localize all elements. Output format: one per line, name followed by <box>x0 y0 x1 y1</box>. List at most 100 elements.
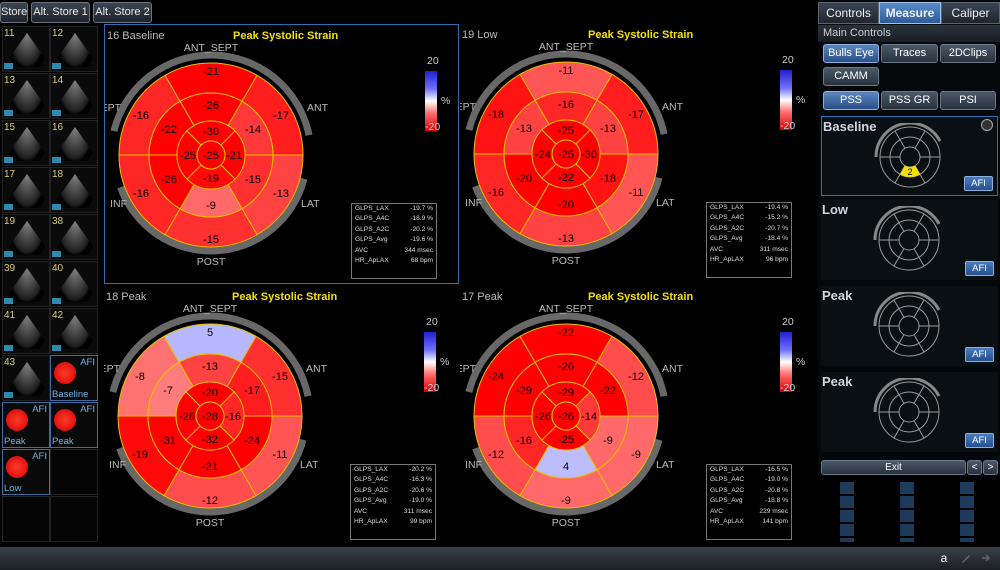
stat-name: AVC <box>354 507 368 515</box>
segment-value: 4 <box>563 461 569 473</box>
alt-store-2-tab[interactable]: Alt. Store 2 <box>93 2 152 23</box>
camm-button[interactable]: CAMM <box>823 67 879 86</box>
stat-value: -19.4 % <box>765 204 788 211</box>
thumbnail-tag <box>4 204 13 210</box>
stat-value: -20.2 % <box>410 225 433 233</box>
bulls-eye-plot: 5 -15 -11 -12 -19 -8 -13 -17 -24 -21 -31 -7 -20 -16 -3… <box>104 303 328 529</box>
thumbnail[interactable]: 14 <box>50 73 98 119</box>
bulls-eye-mini <box>54 409 76 431</box>
segment-value: -15 <box>245 174 261 186</box>
segment-value: -26 <box>558 361 574 373</box>
bulls-eye-thumbnail[interactable]: AFI Baseline <box>50 355 98 401</box>
psi-button[interactable]: PSI <box>940 91 996 110</box>
thumbnail[interactable]: 17 <box>2 167 50 213</box>
wall-label: INF <box>465 197 482 209</box>
stat-name: AVC <box>710 245 724 253</box>
segment-value: -18 <box>600 173 616 185</box>
bulls-eye-thumbnail[interactable]: AFI Peak <box>50 402 98 448</box>
stat-name: GLPS_A2C <box>710 486 745 494</box>
bulls-eye-button[interactable]: Bulls Eye <box>823 44 879 63</box>
tab-caliper[interactable]: Caliper <box>941 2 1000 24</box>
stat-value: 311 msec <box>403 507 432 515</box>
bulls-eye-plot: -21 -17 -13 -15 -16 -16 -26 -14 -15 -9 -26 -22 -30 -2… <box>105 42 329 268</box>
prev-button[interactable]: < <box>967 460 982 475</box>
thumbnail[interactable]: 40 <box>50 261 98 307</box>
tab-controls[interactable]: Controls <box>818 2 879 24</box>
segment-value: -24 <box>244 435 260 447</box>
stat-name: GLPS_A2C <box>354 486 389 494</box>
alt-store-1-tab[interactable]: Alt. Store 1 <box>31 2 90 23</box>
segment-value: -17 <box>273 110 289 122</box>
color-scale <box>780 332 792 392</box>
afi-button[interactable]: AFI <box>964 176 993 191</box>
stat-name: AVC <box>355 246 369 254</box>
stat-name: GLPS_LAX <box>710 204 744 211</box>
bulls-eye-panel[interactable]: 18 Peak Peak Systolic Strain 5 -15 -11 -12 -19… <box>104 286 459 546</box>
stats-row: GLPS_Avg -18.8 % <box>707 496 791 506</box>
bulls-eye-panel[interactable]: 19 Low Peak Systolic Strain -11 -17 -11 -13 -1… <box>460 24 815 284</box>
thumbnail[interactable]: 15 <box>2 120 50 166</box>
segment-value: -28 <box>202 411 218 423</box>
2dclips-button[interactable]: 2DClips <box>940 44 996 63</box>
segment-value: -25 <box>558 149 574 161</box>
settings-icon[interactable] <box>981 119 993 131</box>
thumbnail[interactable]: 42 <box>50 308 98 354</box>
empty-thumbnail <box>50 496 98 542</box>
bulls-eye-panel[interactable]: 17 Peak Peak Systolic Strain -22 -12 -9 -9 -12… <box>460 286 815 546</box>
stat-value: -16.3 % <box>409 476 432 484</box>
slider-2[interactable] <box>900 482 914 542</box>
panel-title: Peak Systolic Strain <box>588 291 694 303</box>
stat-name: GLPS_A4C <box>354 476 389 484</box>
stat-value: 229 msec <box>759 507 788 515</box>
thumbnail[interactable]: 19 <box>2 214 50 260</box>
slider-1[interactable] <box>840 482 854 542</box>
afi-button[interactable]: AFI <box>965 261 994 276</box>
pencil-icon[interactable] <box>960 551 972 563</box>
next-button[interactable]: > <box>983 460 998 475</box>
keyboard-button[interactable]: a <box>940 551 948 565</box>
store-tab[interactable]: Store <box>0 2 28 23</box>
pss-gr-button[interactable]: PSS GR <box>881 91 938 110</box>
stats-row: HR_ApLAX 99 bpm <box>351 517 435 527</box>
afi-button[interactable]: AFI <box>965 347 994 362</box>
traces-button[interactable]: Traces <box>881 44 938 63</box>
exit-button[interactable]: Exit <box>821 460 966 475</box>
thumbnail[interactable]: 11 <box>2 26 50 72</box>
bulls-eye-thumbnail[interactable]: AFI Low <box>2 449 50 495</box>
thumbnail[interactable]: 39 <box>2 261 50 307</box>
arrow-icon[interactable] <box>980 551 992 563</box>
slider-3[interactable] <box>960 482 974 542</box>
thumbnail[interactable]: 13 <box>2 73 50 119</box>
bulls-eye-card[interactable]: Baseline 2 AFI <box>821 116 998 196</box>
segment-value: -21 <box>226 150 242 162</box>
segment-value: -22 <box>161 124 177 136</box>
thumbnail[interactable]: 43 <box>2 355 50 401</box>
bulls-eye-card[interactable]: Low AFI <box>821 200 998 280</box>
thumbnail[interactable]: 12 <box>50 26 98 72</box>
bulls-eye-card[interactable]: Peak AFI <box>821 286 998 366</box>
thumbnail[interactable]: 41 <box>2 308 50 354</box>
wall-label: SEPT <box>105 102 122 114</box>
thumbnail[interactable]: 38 <box>50 214 98 260</box>
segment-value: -16 <box>225 411 241 423</box>
pss-button[interactable]: PSS <box>823 91 879 110</box>
thumbnail-tag <box>52 204 61 210</box>
scale-top-label: 20 <box>782 316 794 328</box>
bulls-eye-card[interactable]: Peak AFI <box>821 372 998 452</box>
stat-value: 68 bpm <box>411 256 433 264</box>
thumbnail[interactable]: 18 <box>50 167 98 213</box>
bulls-eye-thumbnail[interactable]: AFI Peak <box>2 402 50 448</box>
segment-value: -16 <box>558 99 574 111</box>
bulls-eye-panel[interactable]: 16 Baseline Peak Systolic Strain -21 -17 -13… <box>104 24 459 284</box>
segment-value: -24 <box>488 371 504 383</box>
tab-measure[interactable]: Measure <box>879 2 941 24</box>
segment-value: -20 <box>516 173 532 185</box>
stat-value: -19.0 % <box>409 497 432 505</box>
segment-value: -16 <box>488 187 504 199</box>
highlight-segment <box>900 165 920 177</box>
color-scale <box>425 71 437 131</box>
afi-button[interactable]: AFI <box>965 433 994 448</box>
thumbnail[interactable]: 16 <box>50 120 98 166</box>
scale-top-label: 20 <box>426 316 438 328</box>
stat-name: GLPS_A4C <box>710 214 745 222</box>
